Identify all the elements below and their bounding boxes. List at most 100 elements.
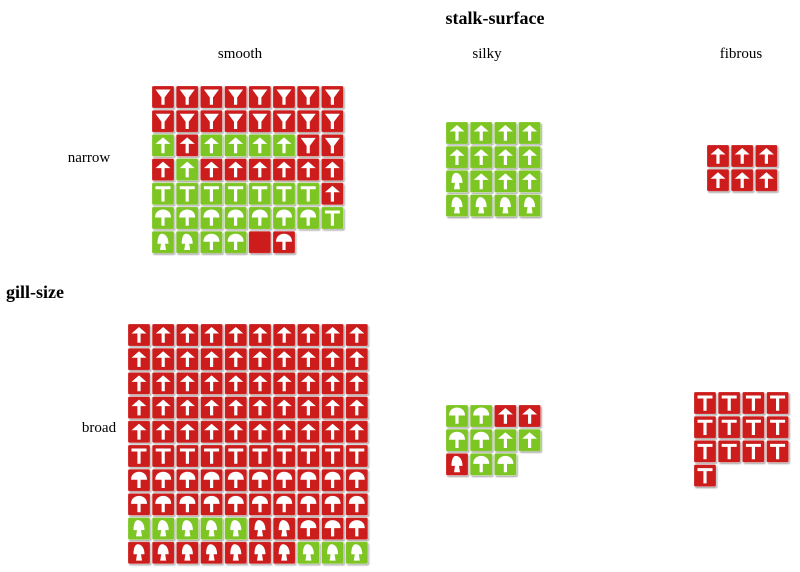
- tile-broad-smooth-84: [224, 517, 248, 540]
- tile-narrow-silky-10: [494, 170, 517, 193]
- bell-cap-icon: [473, 149, 489, 165]
- tile-broad-silky-3: [518, 404, 541, 428]
- convex-cap-icon: [324, 495, 341, 513]
- tile-narrow-fibrous-2: [755, 144, 778, 168]
- tile-broad-smooth-96: [272, 541, 296, 565]
- convex-cap-icon: [276, 471, 293, 488]
- tile-narrow-smooth-1: [175, 85, 199, 109]
- tile-narrow-silky-13: [469, 194, 493, 217]
- tile-narrow-smooth-29: [272, 158, 296, 181]
- tile-narrow-smooth-16: [151, 134, 175, 157]
- tile-broad-smooth-85: [248, 517, 272, 540]
- convex-cap-icon: [276, 495, 293, 513]
- tile-narrow-smooth-42: [200, 206, 223, 230]
- flat-cap-icon: [745, 443, 761, 460]
- tile-narrow-smooth-52: [248, 230, 272, 254]
- convex-cap-icon: [203, 209, 220, 226]
- bell-cap-icon: [710, 148, 726, 164]
- tile-broad-fibrous-8: [693, 440, 717, 463]
- tile-broad-smooth-23: [200, 372, 223, 395]
- tile-broad-smooth-52: [176, 444, 199, 468]
- flat-cap-icon: [721, 419, 737, 435]
- bell-cap-icon: [300, 423, 316, 440]
- bell-cap-icon: [131, 327, 147, 343]
- flat-cap-icon: [179, 448, 195, 464]
- flat-cap-icon: [745, 419, 761, 435]
- tile-broad-smooth-65: [248, 468, 272, 492]
- funnel-cap-icon: [179, 113, 195, 129]
- flat-cap-icon: [697, 468, 713, 484]
- funnel-cap-icon: [276, 89, 292, 105]
- tile-narrow-smooth-35: [224, 182, 247, 206]
- bell-cap-icon: [204, 327, 220, 343]
- bell-cap-icon: [228, 399, 244, 416]
- convex-cap-icon: [227, 471, 244, 488]
- tile-broad-smooth-57: [297, 444, 320, 468]
- flat-cap-icon: [276, 448, 292, 464]
- tile-broad-smooth-6: [272, 323, 296, 347]
- knobbed-cap-icon: [181, 233, 193, 250]
- knobbed-cap-icon: [254, 544, 266, 561]
- funnel-cap-icon: [300, 137, 316, 154]
- tile-narrow-smooth-41: [175, 206, 199, 230]
- knobbed-cap-icon: [302, 544, 314, 561]
- convex-cap-icon: [252, 495, 268, 513]
- bell-cap-icon: [203, 137, 219, 154]
- bell-cap-icon: [276, 351, 292, 367]
- bell-cap-icon: [349, 327, 365, 343]
- bell-cap-icon: [300, 375, 316, 392]
- tile-broad-smooth-24: [224, 372, 248, 395]
- flat-cap-icon: [697, 443, 713, 460]
- convex-cap-icon: [227, 209, 244, 226]
- convex-cap-icon: [300, 495, 317, 513]
- knobbed-cap-icon: [157, 233, 169, 250]
- tile-narrow-smooth-31: [321, 158, 344, 181]
- tile-broad-fibrous-7: [766, 415, 789, 439]
- convex-cap-icon: [300, 520, 317, 537]
- tile-broad-smooth-2: [176, 323, 199, 347]
- tile-narrow-silky-8: [445, 170, 469, 193]
- bell-cap-icon: [179, 399, 195, 416]
- flat-cap-icon: [325, 448, 341, 464]
- convex-cap-icon: [348, 495, 365, 513]
- convex-cap-icon: [179, 209, 196, 226]
- tile-broad-smooth-28: [321, 372, 344, 395]
- tile-narrow-fibrous-1: [730, 144, 754, 168]
- convex-cap-icon: [324, 520, 341, 537]
- convex-cap-icon: [227, 233, 244, 250]
- funnel-cap-icon: [155, 89, 171, 105]
- tile-narrow-smooth-28: [248, 158, 272, 181]
- knobbed-cap-icon: [499, 197, 511, 214]
- tile-broad-smooth-13: [200, 347, 223, 371]
- tile-broad-smooth-53: [200, 444, 223, 468]
- tile-broad-silky-8: [445, 453, 469, 476]
- tile-broad-smooth-49: [345, 420, 369, 444]
- tile-narrow-silky-1: [469, 121, 493, 145]
- tile-broad-smooth-19: [345, 347, 369, 371]
- tile-broad-smooth-8: [321, 323, 344, 347]
- tile-broad-smooth-43: [200, 420, 223, 444]
- convex-cap-icon: [179, 471, 196, 488]
- bell-cap-icon: [497, 408, 513, 424]
- funnel-cap-icon: [300, 89, 316, 105]
- tile-broad-smooth-41: [151, 420, 175, 444]
- tile-broad-smooth-33: [200, 396, 223, 419]
- bell-cap-icon: [228, 351, 244, 367]
- convex-cap-icon: [179, 495, 196, 513]
- tile-broad-smooth-46: [272, 420, 296, 444]
- knobbed-cap-icon: [133, 520, 145, 537]
- tile-broad-smooth-76: [272, 493, 296, 516]
- funnel-cap-icon: [324, 137, 340, 154]
- tile-narrow-smooth-9: [175, 109, 199, 133]
- tile-broad-smooth-79: [345, 493, 369, 516]
- bell-cap-icon: [276, 137, 292, 154]
- bell-cap-icon: [179, 375, 195, 392]
- convex-cap-icon: [155, 495, 172, 513]
- flat-cap-icon: [131, 448, 147, 464]
- tile-broad-smooth-78: [321, 493, 344, 516]
- tile-broad-smooth-12: [176, 347, 199, 371]
- tile-broad-smooth-9: [345, 323, 369, 347]
- bell-cap-icon: [349, 375, 365, 392]
- tile-narrow-smooth-51: [224, 230, 247, 254]
- flat-cap-icon: [697, 395, 713, 411]
